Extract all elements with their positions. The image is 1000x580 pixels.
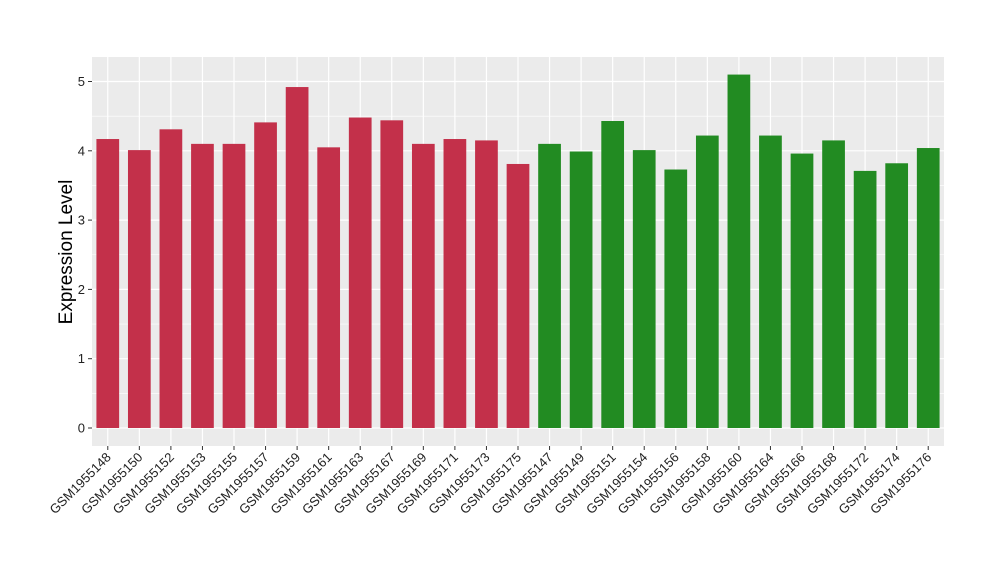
bar xyxy=(506,163,530,429)
bar xyxy=(569,151,593,429)
bar xyxy=(348,117,372,428)
y-axis-title: Expression Level xyxy=(56,180,77,325)
bars xyxy=(96,74,940,429)
bar xyxy=(916,148,940,428)
bar xyxy=(759,135,782,428)
bar xyxy=(727,74,751,428)
bar xyxy=(790,153,814,428)
bar xyxy=(601,121,625,428)
y-tick-label: 0 xyxy=(78,421,85,436)
bar xyxy=(380,120,404,429)
bar xyxy=(96,139,120,429)
bar xyxy=(254,122,277,429)
y-tick-label: 1 xyxy=(78,351,85,366)
y-tick-label: 2 xyxy=(78,282,85,297)
bar xyxy=(664,169,688,429)
bar xyxy=(191,143,214,428)
bar xyxy=(853,170,877,428)
bar xyxy=(127,150,151,428)
bar xyxy=(538,143,561,428)
bar xyxy=(695,135,719,428)
bar xyxy=(285,87,309,428)
bar xyxy=(885,163,909,429)
bar xyxy=(632,150,656,428)
bar xyxy=(822,140,845,428)
y-tick-label: 3 xyxy=(78,213,85,228)
bar xyxy=(159,129,183,428)
bar xyxy=(443,139,467,429)
y-tick-label: 4 xyxy=(78,143,85,158)
y-tick-label: 5 xyxy=(78,74,85,89)
bar xyxy=(411,143,435,428)
bar xyxy=(317,147,341,428)
bar xyxy=(475,140,498,428)
y-axis: 0 1 2 3 4 5 xyxy=(78,74,92,436)
x-axis: GSM1955148GSM1955150GSM1955152GSM1955153… xyxy=(47,446,934,517)
bar xyxy=(222,143,246,428)
